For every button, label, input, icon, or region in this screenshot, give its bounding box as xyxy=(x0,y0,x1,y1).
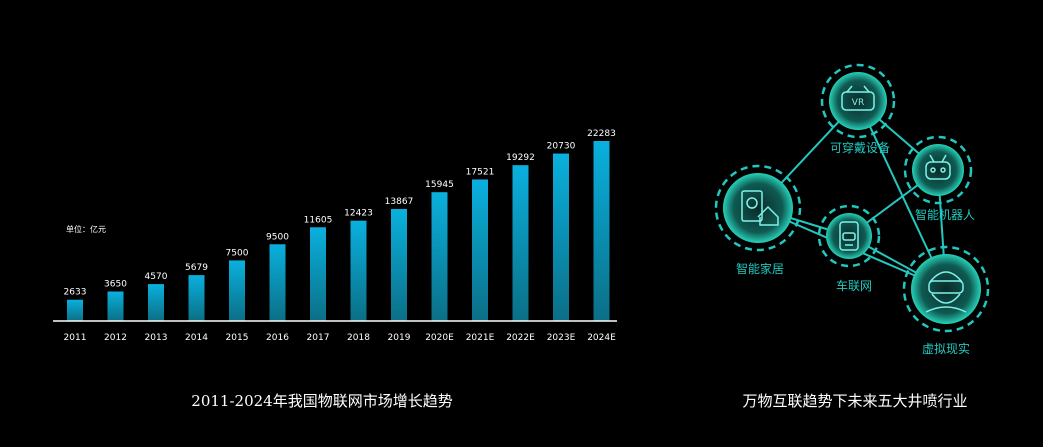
car-phone-icon xyxy=(839,221,859,251)
diagram-nodes: VR 可穿戴设备 智能机器人 智能 xyxy=(714,63,990,356)
x-tick-label: 2020E xyxy=(425,333,454,343)
node-label-robot: 智能机器人 xyxy=(915,207,975,222)
bar-value-label: 22283 xyxy=(587,129,616,139)
bar-value-label: 5679 xyxy=(185,263,208,273)
x-tick-label: 2014 xyxy=(185,333,208,343)
vr-person-icon xyxy=(925,271,967,313)
bar-2018 xyxy=(350,220,367,321)
bar-value-label: 9500 xyxy=(266,232,289,242)
bar-2011 xyxy=(67,299,83,321)
x-tick-label: 2022E xyxy=(506,333,535,343)
bar-2013 xyxy=(148,284,164,321)
x-tick-label: 2011 xyxy=(64,333,87,343)
x-tick-label: 2019 xyxy=(388,333,411,343)
node-ring xyxy=(902,245,990,333)
bar-2017 xyxy=(310,227,326,321)
x-tick-label: 2012 xyxy=(104,333,127,343)
x-tick-label: 2024E xyxy=(587,333,616,343)
node-label-home: 智能家居 xyxy=(736,261,784,276)
bar-2022E xyxy=(512,165,529,321)
bar-value-label: 3650 xyxy=(104,280,127,290)
node-car: 车联网 xyxy=(817,204,881,293)
node-disc xyxy=(829,72,887,130)
bar-value-label: 15945 xyxy=(425,180,454,190)
unit-label: 单位：亿元 xyxy=(66,224,106,234)
robot-icon xyxy=(925,154,951,180)
diagram-title: 万物互联趋势下未来五大井喷行业 xyxy=(742,392,968,410)
node-label-vr: 可穿戴设备 xyxy=(830,140,890,155)
x-tick-label: 2018 xyxy=(347,333,370,343)
node-ring xyxy=(817,204,881,268)
x-tick-label: 2021E xyxy=(466,333,495,343)
bar-value-label: 19292 xyxy=(506,153,535,163)
bar-2023E xyxy=(553,153,569,321)
bar-2012 xyxy=(107,291,124,321)
bar-chart: 单位：亿元 2633 3650 4570 5679 7500 9500 11605 12423… xyxy=(53,129,617,343)
bar-2024E xyxy=(593,141,610,321)
x-tick-label: 2023E xyxy=(547,333,576,343)
node-disc xyxy=(911,254,981,324)
bars-group: 2633 3650 4570 5679 7500 9500 11605 12423 13867 1… xyxy=(64,129,616,321)
x-tick-label: 2016 xyxy=(266,333,289,343)
node-home: 智能家居 xyxy=(714,164,802,276)
bar-2021E xyxy=(472,179,488,321)
node-ring xyxy=(820,63,896,139)
bar-value-label: 2633 xyxy=(64,288,87,298)
node-vr: VR 可穿戴设备 xyxy=(820,63,896,155)
x-tick-label: 2017 xyxy=(307,333,330,343)
bar-value-label: 13867 xyxy=(385,197,414,207)
bar-2014 xyxy=(188,275,205,321)
bar-2020E xyxy=(431,192,448,321)
x-axis-ticks: 2011 2012 2013 2014 2015 2016 2017 2018 2019 2020… xyxy=(64,333,617,343)
vr-headset-icon: VR xyxy=(841,85,875,111)
bar-value-label: 12423 xyxy=(344,209,373,219)
bar-value-label: 7500 xyxy=(226,248,249,258)
svg-text:VR: VR xyxy=(852,98,864,108)
chart-title: 2011-2024年我国物联网市场增长趋势 xyxy=(191,392,453,410)
bar-value-label: 11605 xyxy=(304,215,333,225)
node-label-car: 车联网 xyxy=(836,278,872,293)
x-tick-label: 2013 xyxy=(145,333,168,343)
node-virtual: 虚拟现实 xyxy=(902,245,990,356)
node-disc xyxy=(826,213,872,259)
smart-home-icon xyxy=(741,190,779,226)
node-label-virtual: 虚拟现实 xyxy=(922,341,970,356)
node-disc xyxy=(723,173,793,243)
x-tick-label: 2015 xyxy=(226,333,249,343)
node-ring xyxy=(903,135,973,205)
bar-value-label: 20730 xyxy=(547,142,576,152)
bar-value-label: 17521 xyxy=(466,167,495,177)
node-disc xyxy=(912,144,964,196)
bar-2016 xyxy=(269,244,286,321)
bar-value-label: 4570 xyxy=(145,272,168,282)
bar-2019 xyxy=(391,208,407,321)
node-robot: 智能机器人 xyxy=(903,135,975,222)
bar-2015 xyxy=(229,260,245,321)
node-ring xyxy=(714,164,802,252)
